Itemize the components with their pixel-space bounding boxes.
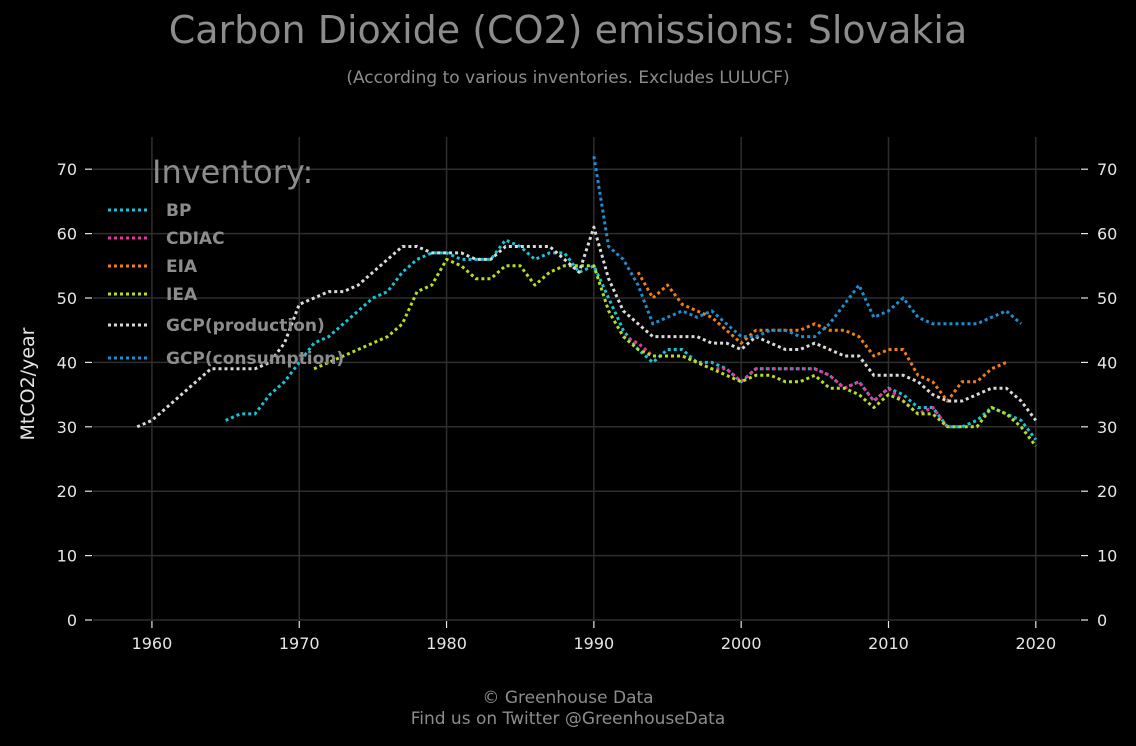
legend-label: GCP(consumption): [166, 349, 344, 369]
x-tick-label: 2000: [721, 634, 762, 653]
right-y-axis: 0 10 20 30 40 50 60 70: [1081, 160, 1117, 630]
series-line-gcp-consumption: [592, 156, 1023, 339]
y-tick-label-left: 10: [57, 547, 77, 566]
legend: Inventory: BP CDIAC EIA IEA GCP(production) G…: [108, 153, 344, 369]
footer-copyright: © Greenhouse Data: [482, 688, 654, 708]
x-tick-label: 2010: [868, 634, 909, 653]
y-tick-label-right: 50: [1097, 289, 1117, 308]
y-tick-label-right: 20: [1097, 482, 1117, 501]
y-tick-label-left: 0: [67, 611, 77, 630]
y-tick-label-right: 60: [1097, 225, 1117, 244]
x-axis: 1960 1970 1980 1990 2000 2010 2020: [132, 621, 1056, 653]
footer-twitter: Find us on Twitter @GreenhouseData: [410, 709, 726, 729]
chart-subtitle: (According to various inventories. Exclu…: [346, 68, 790, 88]
legend-title: Inventory:: [152, 153, 313, 191]
x-tick-label: 1980: [426, 634, 467, 653]
series-line-iea: [313, 257, 1037, 448]
y-tick-label-left: 60: [57, 225, 77, 244]
y-tick-label-left: 50: [57, 289, 77, 308]
y-tick-label-left: 40: [57, 353, 77, 372]
y-tick-label-left: 70: [57, 160, 77, 179]
x-tick-label: 1960: [132, 634, 173, 653]
y-tick-label-right: 70: [1097, 160, 1117, 179]
legend-label: EIA: [166, 257, 198, 277]
y-tick-label-left: 20: [57, 482, 77, 501]
legend-label: IEA: [166, 285, 198, 305]
x-tick-label: 2020: [1015, 634, 1056, 653]
grid-lines: [93, 137, 1080, 621]
series-line-eia: [636, 271, 1007, 403]
y-tick-label-right: 0: [1097, 611, 1107, 630]
legend-label: GCP(production): [166, 316, 325, 336]
y-axis-label: MtCO2/year: [17, 327, 39, 440]
legend-label: BP: [166, 201, 191, 221]
series-line-gcp-production: [136, 225, 1037, 429]
y-tick-label-left: 30: [57, 418, 77, 437]
left-y-axis: 0 10 20 30 40 50 60 70: [57, 160, 92, 630]
legend-label: CDIAC: [166, 229, 225, 249]
y-tick-label-right: 40: [1097, 353, 1117, 372]
y-tick-label-right: 10: [1097, 547, 1117, 566]
chart-title: Carbon Dioxide (CO2) emissions: Slovakia: [168, 8, 968, 52]
x-tick-label: 1990: [574, 634, 615, 653]
series-lines: [136, 156, 1037, 448]
x-tick-label: 1970: [279, 634, 320, 653]
y-tick-label-right: 30: [1097, 418, 1117, 437]
